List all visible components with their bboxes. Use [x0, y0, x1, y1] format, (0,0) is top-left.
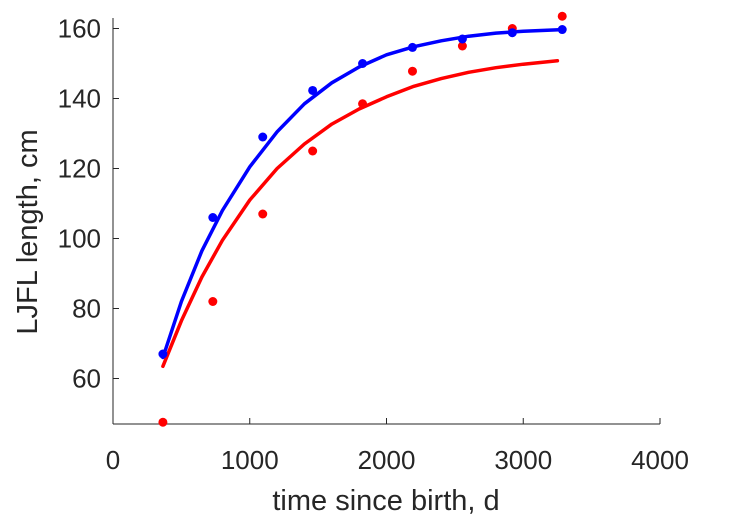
data-point-blue [457, 34, 467, 44]
data-point-red [457, 41, 467, 51]
plot-area [158, 11, 567, 427]
axes: 0 1000 2000 3000 4000 60 80 100 120 140 160 [58, 14, 689, 476]
y-tick-label: 100 [58, 224, 101, 254]
data-point-blue [308, 85, 318, 95]
data-point-blue [407, 42, 417, 52]
data-point-blue [507, 28, 517, 38]
fit-line-blue [161, 27, 564, 360]
x-tick-label: 2000 [358, 445, 416, 475]
data-point-red [358, 99, 368, 109]
y-tick-label: 80 [72, 294, 101, 324]
y-tick-label: 60 [72, 364, 101, 394]
x-tick-label: 4000 [631, 445, 689, 475]
y-tick-label: 140 [58, 84, 101, 114]
fit-line-red [161, 58, 560, 369]
y-tick-label: 120 [58, 154, 101, 184]
x-tick-label: 1000 [221, 445, 279, 475]
data-point-red [407, 66, 417, 76]
data-point-red [557, 11, 567, 21]
x-tick-label: 3000 [494, 445, 552, 475]
y-axis-label: LJFL length, cm [12, 129, 44, 334]
data-point-blue [557, 25, 567, 35]
data-point-blue [358, 59, 368, 68]
data-point-blue [208, 213, 218, 222]
x-tick-label: 0 [106, 445, 120, 475]
data-point-blue [258, 132, 268, 142]
data-point-blue [158, 349, 168, 359]
x-axis-label: time since birth, d [272, 485, 499, 517]
data-point-red [308, 146, 318, 156]
data-point-red [158, 417, 168, 427]
data-point-red [258, 209, 268, 219]
data-point-red [208, 297, 218, 306]
y-tick-label: 160 [58, 14, 101, 44]
